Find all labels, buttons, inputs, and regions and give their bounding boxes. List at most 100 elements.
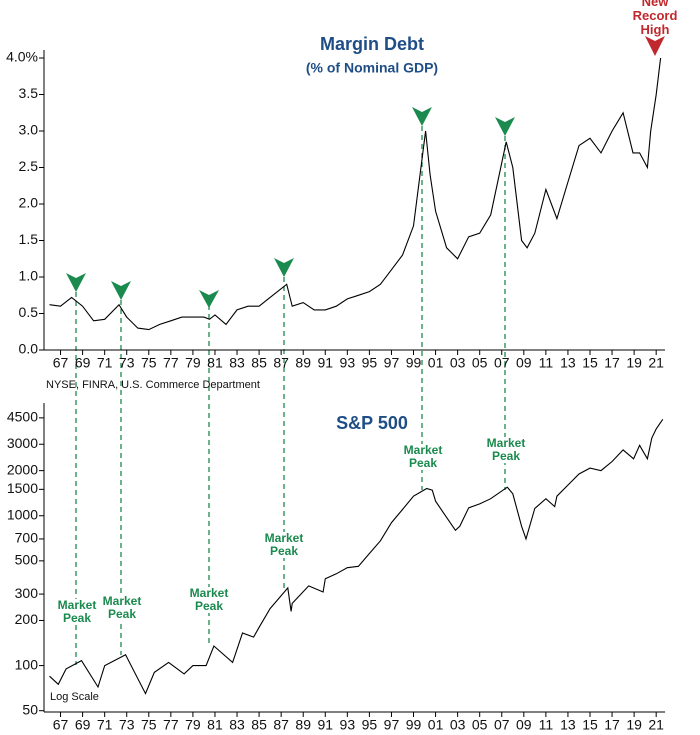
x-tick-label: 85 [251,717,267,733]
y-tick-label: 300 [15,585,39,601]
x-tick-label: 11 [539,717,554,733]
x-tick-label: 03 [450,717,466,733]
y-tick-label: 100 [15,656,39,672]
x-tick-label: 99 [406,355,422,371]
peak-guides [75,126,506,665]
x-tick-label: 15 [582,355,598,371]
x-tick-label: 77 [163,717,179,733]
x-tick-label: 03 [450,355,466,371]
y-tick-label: 3.0 [19,122,39,138]
x-tick-label: 81 [207,355,223,371]
market-peak-label: Market Peak [403,443,443,470]
x-tick-label: 93 [340,717,356,733]
x-tick-label: 21 [648,717,664,733]
x-tick-label: 13 [560,355,576,371]
x-tick-label: 15 [582,717,598,733]
chart-title: Margin Debt [320,34,424,54]
y-tick-label: 2.0 [19,195,39,211]
record-arrow [645,36,665,56]
x-tick-label: 17 [604,355,620,371]
x-tick-label: 13 [560,717,576,733]
x-tick-label: 09 [516,355,532,371]
market-peak-label: Market Peak [264,531,304,558]
data-line [49,418,664,695]
x-tick-label: 89 [295,355,311,371]
market-peak-label: Market Peak [486,436,526,463]
y-tick-label: 3.5 [19,85,39,101]
peak-arrow [495,117,515,136]
x-tick-label: 95 [362,355,378,371]
x-tick-label: 75 [141,355,157,371]
peak-arrow [66,273,86,292]
x-tick-label: 73 [119,355,135,371]
y-tick-label: 1500 [7,480,38,496]
x-tick-label: 01 [428,717,444,733]
x-tick-label: 73 [119,717,135,733]
chart-title: S&P 500 [336,413,408,433]
y-tick-label: 1.5 [19,231,39,247]
x-tick-label: 83 [229,355,245,371]
y-tick-label: 50 [22,701,38,717]
x-tick-label: 01 [428,355,444,371]
y-tick-label: 4500 [7,409,38,425]
x-tick-label: 69 [75,717,91,733]
x-tick-label: 75 [141,717,157,733]
y-tick-label: 1.0 [19,268,39,284]
market-peak-label: Market Peak [189,586,229,613]
x-tick-label: 07 [494,355,510,371]
y-tick-label: 3000 [7,435,38,451]
x-tick-label: 81 [207,717,223,733]
y-tick-label: 700 [15,530,39,546]
y-tick-label: 4.0% [6,49,38,65]
x-tick-label: 17 [604,717,620,733]
record-label: New Record High [632,0,678,37]
source-note: NYSE, FINRA, U.S. Commerce Department [46,379,260,391]
x-tick-label: 09 [516,717,532,733]
x-tick-label: 87 [273,717,289,733]
y-tick-label: 2.5 [19,158,39,174]
peak-arrows [66,36,665,308]
market-peak-label: Market Peak [102,594,142,621]
peak-arrow [412,107,432,126]
y-tick-label: 200 [15,611,39,627]
x-tick-label: 71 [97,717,113,733]
x-tick-label: 97 [384,717,400,733]
x-tick-label: 93 [340,355,356,371]
x-tick-label: 89 [295,717,311,733]
x-tick-label: 97 [384,355,400,371]
x-tick-label: 91 [317,717,333,733]
x-tick-label: 11 [539,355,554,371]
x-tick-label: 99 [406,717,422,733]
x-tick-label: 87 [273,355,289,371]
chart-subtitle: (% of Nominal GDP) [306,60,438,76]
peak-arrow [111,281,131,300]
x-tick-label: 19 [626,717,642,733]
x-tick-label: 05 [472,717,488,733]
x-tick-label: 77 [163,355,179,371]
x-tick-label: 91 [317,355,333,371]
x-tick-label: 67 [53,717,69,733]
scale-note: Log Scale [50,691,99,703]
peak-arrow [274,258,294,277]
x-tick-label: 71 [97,355,113,371]
y-tick-label: 500 [15,552,39,568]
x-tick-label: 95 [362,717,378,733]
x-tick-label: 69 [75,355,91,371]
x-tick-label: 19 [626,355,642,371]
x-tick-label: 21 [648,355,664,371]
market-peak-label: Market Peak [57,598,97,625]
y-tick-label: 0.5 [19,304,39,320]
y-tick-label: 1000 [7,506,38,522]
data-line [49,57,662,331]
peak-arrow [199,290,219,308]
y-tick-label: 0.0 [19,341,39,357]
y-tick-label: 2000 [7,461,38,477]
x-tick-label: 07 [494,717,510,733]
x-tick-label: 05 [472,355,488,371]
x-tick-label: 79 [185,355,201,371]
x-tick-label: 79 [185,717,201,733]
x-tick-label: 85 [251,355,267,371]
x-tick-label: 83 [229,717,245,733]
